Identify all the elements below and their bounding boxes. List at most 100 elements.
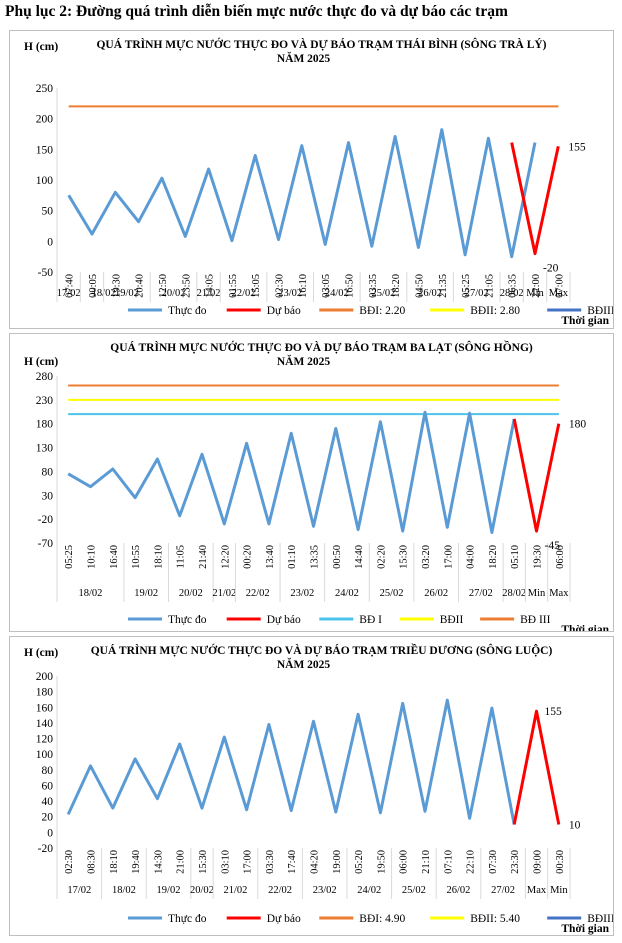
data-label: 180: [569, 419, 587, 431]
date-label: 23/02: [278, 288, 302, 299]
y-tick-label: 250: [36, 83, 54, 95]
chart-subtitle: NĂM 2025: [277, 51, 331, 65]
data-label: -45: [545, 540, 561, 552]
x-tick-label: 14:30: [153, 850, 164, 874]
y-axis-label: H (cm): [24, 41, 58, 53]
x-tick-label: 17:00: [243, 850, 254, 874]
y-tick-label: 60: [42, 780, 54, 792]
y-tick-label: 80: [42, 765, 54, 777]
x-tick-label: 00:20: [243, 545, 254, 569]
x-axis-label: Thời gian: [561, 624, 609, 631]
date-label: 25/02: [402, 885, 426, 896]
date-label: 22/02: [232, 288, 256, 299]
x-tick-label: 00:50: [332, 545, 343, 569]
legend-label: BĐIII: 3.50: [587, 305, 613, 317]
date-label: 18/02: [78, 588, 102, 599]
legend-label: Dự báo: [267, 614, 301, 626]
x-tick-label: 21:05: [484, 274, 495, 298]
date-label: 25/02: [371, 288, 395, 299]
date-label: 20/02: [179, 588, 203, 599]
x-tick-label: 02:20: [376, 545, 387, 569]
observed-series-line: [66, 698, 516, 825]
x-axis-label: Thời gian: [561, 923, 609, 935]
data-label: 155: [545, 706, 563, 718]
y-tick-label: 200: [36, 671, 54, 683]
y-tick-label: 200: [36, 114, 54, 126]
legend-label: Thực đo: [168, 913, 207, 925]
legend-label: BĐIII: 6.10: [587, 913, 613, 925]
x-tick-label: 14:05: [205, 274, 216, 298]
date-label: 21/02: [223, 885, 247, 896]
y-tick-label: 20: [42, 812, 54, 824]
x-tick-label: 18:20: [391, 274, 402, 298]
x-tick-label: 15:05: [251, 274, 262, 298]
y-tick-label: -50: [38, 267, 54, 279]
date-label: 26/02: [424, 588, 448, 599]
date-label: 28/02: [500, 288, 524, 299]
x-tick-label: 21:40: [198, 545, 209, 569]
forecast-series-line: [512, 709, 561, 825]
x-tick-label: 05:25: [461, 274, 472, 298]
date-label: 24/02: [335, 588, 359, 599]
x-tick-label: 02:30: [275, 274, 286, 298]
x-axis-label: Thời gian: [561, 315, 609, 327]
x-tick-label: 19:30: [111, 274, 122, 298]
x-tick-label: 07:00: [554, 274, 565, 298]
chart-title: QUÁ TRÌNH MỰC NƯỚC THỰC ĐO VÀ DỰ BÁO TRẠ…: [91, 642, 553, 657]
x-tick-label: 11:05: [176, 545, 187, 569]
y-tick-label: -20: [38, 514, 54, 526]
legend-label: Thực đo: [168, 614, 207, 626]
data-label: -20: [543, 263, 559, 275]
x-tick-label: 06:00: [555, 545, 566, 569]
date-label: 19/02: [115, 288, 139, 299]
date-label: Max: [527, 885, 547, 896]
date-label: 28/02: [502, 588, 526, 599]
y-tick-label: 150: [36, 144, 54, 156]
date-label: 23/02: [313, 885, 337, 896]
x-tick-label: 13:35: [310, 545, 321, 569]
chart-subtitle: NĂM 2025: [277, 354, 331, 368]
data-label: 155: [568, 141, 586, 153]
data-label: 10: [569, 820, 581, 832]
y-tick-label: 40: [42, 796, 54, 808]
date-label: Min: [526, 288, 544, 299]
x-tick-label: 21:35: [438, 274, 449, 298]
x-tick-label: 04:20: [310, 850, 321, 874]
x-tick-label: 17:00: [443, 545, 454, 569]
legend-label: BĐI: 4.90: [359, 913, 405, 925]
x-tick-label: 19:40: [131, 850, 142, 874]
date-label: 18/02: [112, 885, 136, 896]
y-tick-label: 30: [42, 490, 54, 502]
date-label: 17/02: [57, 288, 81, 299]
x-tick-label: 03:10: [220, 850, 231, 874]
legend-label: BĐI: 2.20: [359, 305, 405, 317]
x-tick-label: 08:30: [86, 850, 97, 874]
x-tick-label: 21:10: [421, 850, 432, 874]
x-tick-label: 05:25: [64, 545, 75, 569]
date-label: 25/02: [380, 588, 404, 599]
x-tick-label: 05:10: [510, 545, 521, 569]
x-tick-label: 20:40: [135, 274, 146, 298]
date-label: Max: [549, 288, 569, 299]
x-tick-label: 06:35: [508, 274, 519, 298]
legend-label: BĐII: 5.40: [470, 913, 520, 925]
x-tick-label: 06:00: [399, 850, 410, 874]
date-label: 22/02: [268, 885, 292, 896]
x-tick-label: 23:30: [510, 850, 521, 874]
y-tick-label: -70: [38, 538, 54, 550]
forecast-series-line: [512, 418, 561, 533]
chart-title: QUÁ TRÌNH MỰC NƯỚC THỰC ĐO VÀ DỰ BÁO TRẠ…: [96, 37, 546, 51]
x-tick-label: 16:10: [298, 274, 309, 298]
y-tick-label: 180: [36, 419, 54, 431]
chart-panel-thai-binh: QUÁ TRÌNH MỰC NƯỚC THỰC ĐO VÀ DỰ BÁO TRẠ…: [9, 30, 614, 329]
y-tick-label: 100: [36, 175, 54, 187]
x-tick-label: 03:35: [368, 274, 379, 298]
y-tick-label: 120: [36, 734, 54, 746]
y-tick-label: 0: [47, 236, 53, 248]
date-label: 19/02: [134, 588, 158, 599]
x-tick-label: 18:10: [153, 545, 164, 569]
chart-svg: QUÁ TRÌNH MỰC NƯỚC THỰC ĐO VÀ DỰ BÁO TRẠ…: [24, 642, 613, 935]
x-tick-label: 05:20: [354, 850, 365, 874]
date-label: 20/02: [190, 885, 214, 896]
chart-panel-ba-lat: QUÁ TRÌNH MỰC NƯỚC THỰC ĐO VÀ DỰ BÁO TRẠ…: [9, 333, 614, 632]
